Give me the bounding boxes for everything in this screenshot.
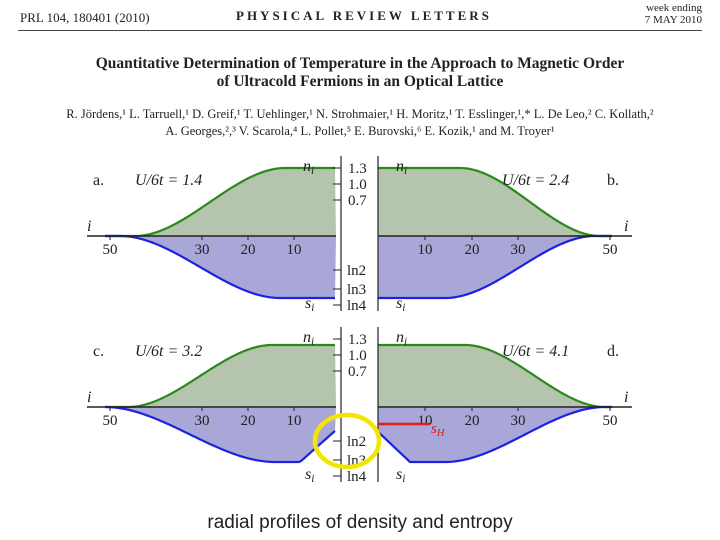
authors-line1: R. Jördens,¹ L. Tarruell,¹ D. Greif,¹ T.… — [66, 107, 654, 121]
highlight-ellipse — [312, 412, 382, 470]
site-tick-label: 20 — [465, 413, 480, 429]
paper-title-line1: Quantitative Determination of Temperatur… — [95, 55, 625, 72]
density-tick-label: 1.3 — [348, 161, 367, 177]
site-tick-label: 20 — [465, 242, 480, 258]
density-tick-label: 0.7 — [348, 364, 367, 380]
entropy-tick-label: ln3 — [347, 282, 366, 298]
site-tick-label: 50 — [103, 413, 118, 429]
density-tick-label: 0.7 — [348, 193, 367, 209]
issue-date: week ending 7 MAY 2010 — [645, 2, 702, 26]
panel-a: a. U/6t = 1.4 i 50 30 20 10 — [87, 166, 336, 300]
paper-title: Quantitative Determination of Temperatur… — [0, 55, 720, 91]
density-curve — [105, 343, 335, 409]
panel-parameter: U/6t = 2.4 — [502, 172, 569, 189]
entropy-curve — [378, 234, 612, 300]
panel-d: U/6t = 4.1 d.i10 20 30 50 — [377, 343, 628, 464]
paper-title-line2: of Ultracold Fermions in an Optical Latt… — [216, 73, 504, 90]
entropy-fill — [378, 236, 612, 298]
density-curve — [378, 166, 612, 238]
panel-parameter: U/6t = 4.1 — [502, 343, 569, 360]
density-axis-label: ni — [396, 158, 407, 177]
journal-citation: PRL 104, 180401 (2010) — [20, 10, 150, 25]
panel-c: c. U/6t = 3.2 i 50 30 20 10 — [87, 343, 336, 464]
site-axis-label: i — [624, 218, 628, 235]
entropy-axis-label: si — [305, 295, 314, 314]
density-fill — [105, 168, 336, 236]
issue-date-line1: week ending — [646, 2, 702, 14]
density-axis-label: ni — [396, 329, 407, 348]
profile-figure: a. U/6t = 1.4 i 50 30 20 10 U/6t = 2.4 b. i 10 20 30… — [87, 156, 632, 485]
panel-b: U/6t = 2.4 b. i 10 20 30 50 — [378, 166, 628, 300]
site-tick-label: 30 — [511, 413, 526, 429]
site-tick-label: 10 — [287, 242, 302, 258]
density-axis-label: ni — [303, 329, 314, 348]
density-tick-label: 1.0 — [348, 348, 367, 364]
density-fill — [105, 345, 336, 407]
site-tick-label: 10 — [287, 413, 302, 429]
slide-caption: radial profiles of density and entropy — [207, 512, 513, 533]
entropy-fill — [105, 236, 336, 298]
density-axis-label: ni — [303, 158, 314, 177]
entropy-curve — [104, 405, 336, 464]
entropy-tick-label: ln4 — [347, 469, 367, 485]
entropy-tick-label: ln2 — [347, 434, 366, 450]
entropy-curve — [105, 234, 335, 300]
panel-label: b. — [607, 172, 619, 189]
authors-line2: A. Georges,²,³ V. Scarola,⁴ L. Pollet,⁵ … — [165, 124, 555, 138]
paper-authors: R. Jördens,¹ L. Tarruell,¹ D. Greif,¹ T.… — [0, 106, 720, 140]
site-tick-label: 50 — [603, 242, 618, 258]
site-tick-label: 50 — [603, 413, 618, 429]
site-tick-label: 30 — [195, 413, 210, 429]
entropy-tick-label: ln2 — [347, 263, 366, 279]
issue-date-line2: 7 MAY 2010 — [644, 14, 702, 26]
entropy-curve — [377, 405, 612, 464]
panel-label: c. — [93, 343, 104, 360]
site-axis-label: i — [87, 389, 91, 406]
header-rule — [18, 30, 702, 31]
site-tick-label: 20 — [241, 242, 256, 258]
panel-label: a. — [93, 172, 104, 189]
entropy-tick-label: ln4 — [347, 298, 367, 314]
site-tick-label: 30 — [511, 242, 526, 258]
panel-parameter: U/6t = 3.2 — [135, 343, 202, 360]
site-axis-label: i — [87, 218, 91, 235]
density-tick-label: 1.0 — [348, 177, 367, 193]
site-axis-label: i — [624, 389, 628, 406]
density-curve — [378, 343, 612, 409]
density-fill — [378, 345, 612, 407]
site-tick-label: 20 — [241, 413, 256, 429]
density-tick-label: 1.3 — [348, 332, 367, 348]
site-tick-label: 30 — [195, 242, 210, 258]
site-tick-label: 10 — [418, 242, 433, 258]
site-tick-label: 50 — [103, 242, 118, 258]
entropy-axis-label: si — [396, 295, 405, 314]
panel-label: d. — [607, 343, 619, 360]
entropy-axis-label: si — [396, 466, 405, 485]
entropy-axis-label: si — [305, 466, 314, 485]
panel-parameter: U/6t = 1.4 — [135, 172, 202, 189]
entropy-fill — [378, 407, 612, 462]
journal-name: PHYSICAL REVIEW LETTERS — [236, 8, 492, 23]
